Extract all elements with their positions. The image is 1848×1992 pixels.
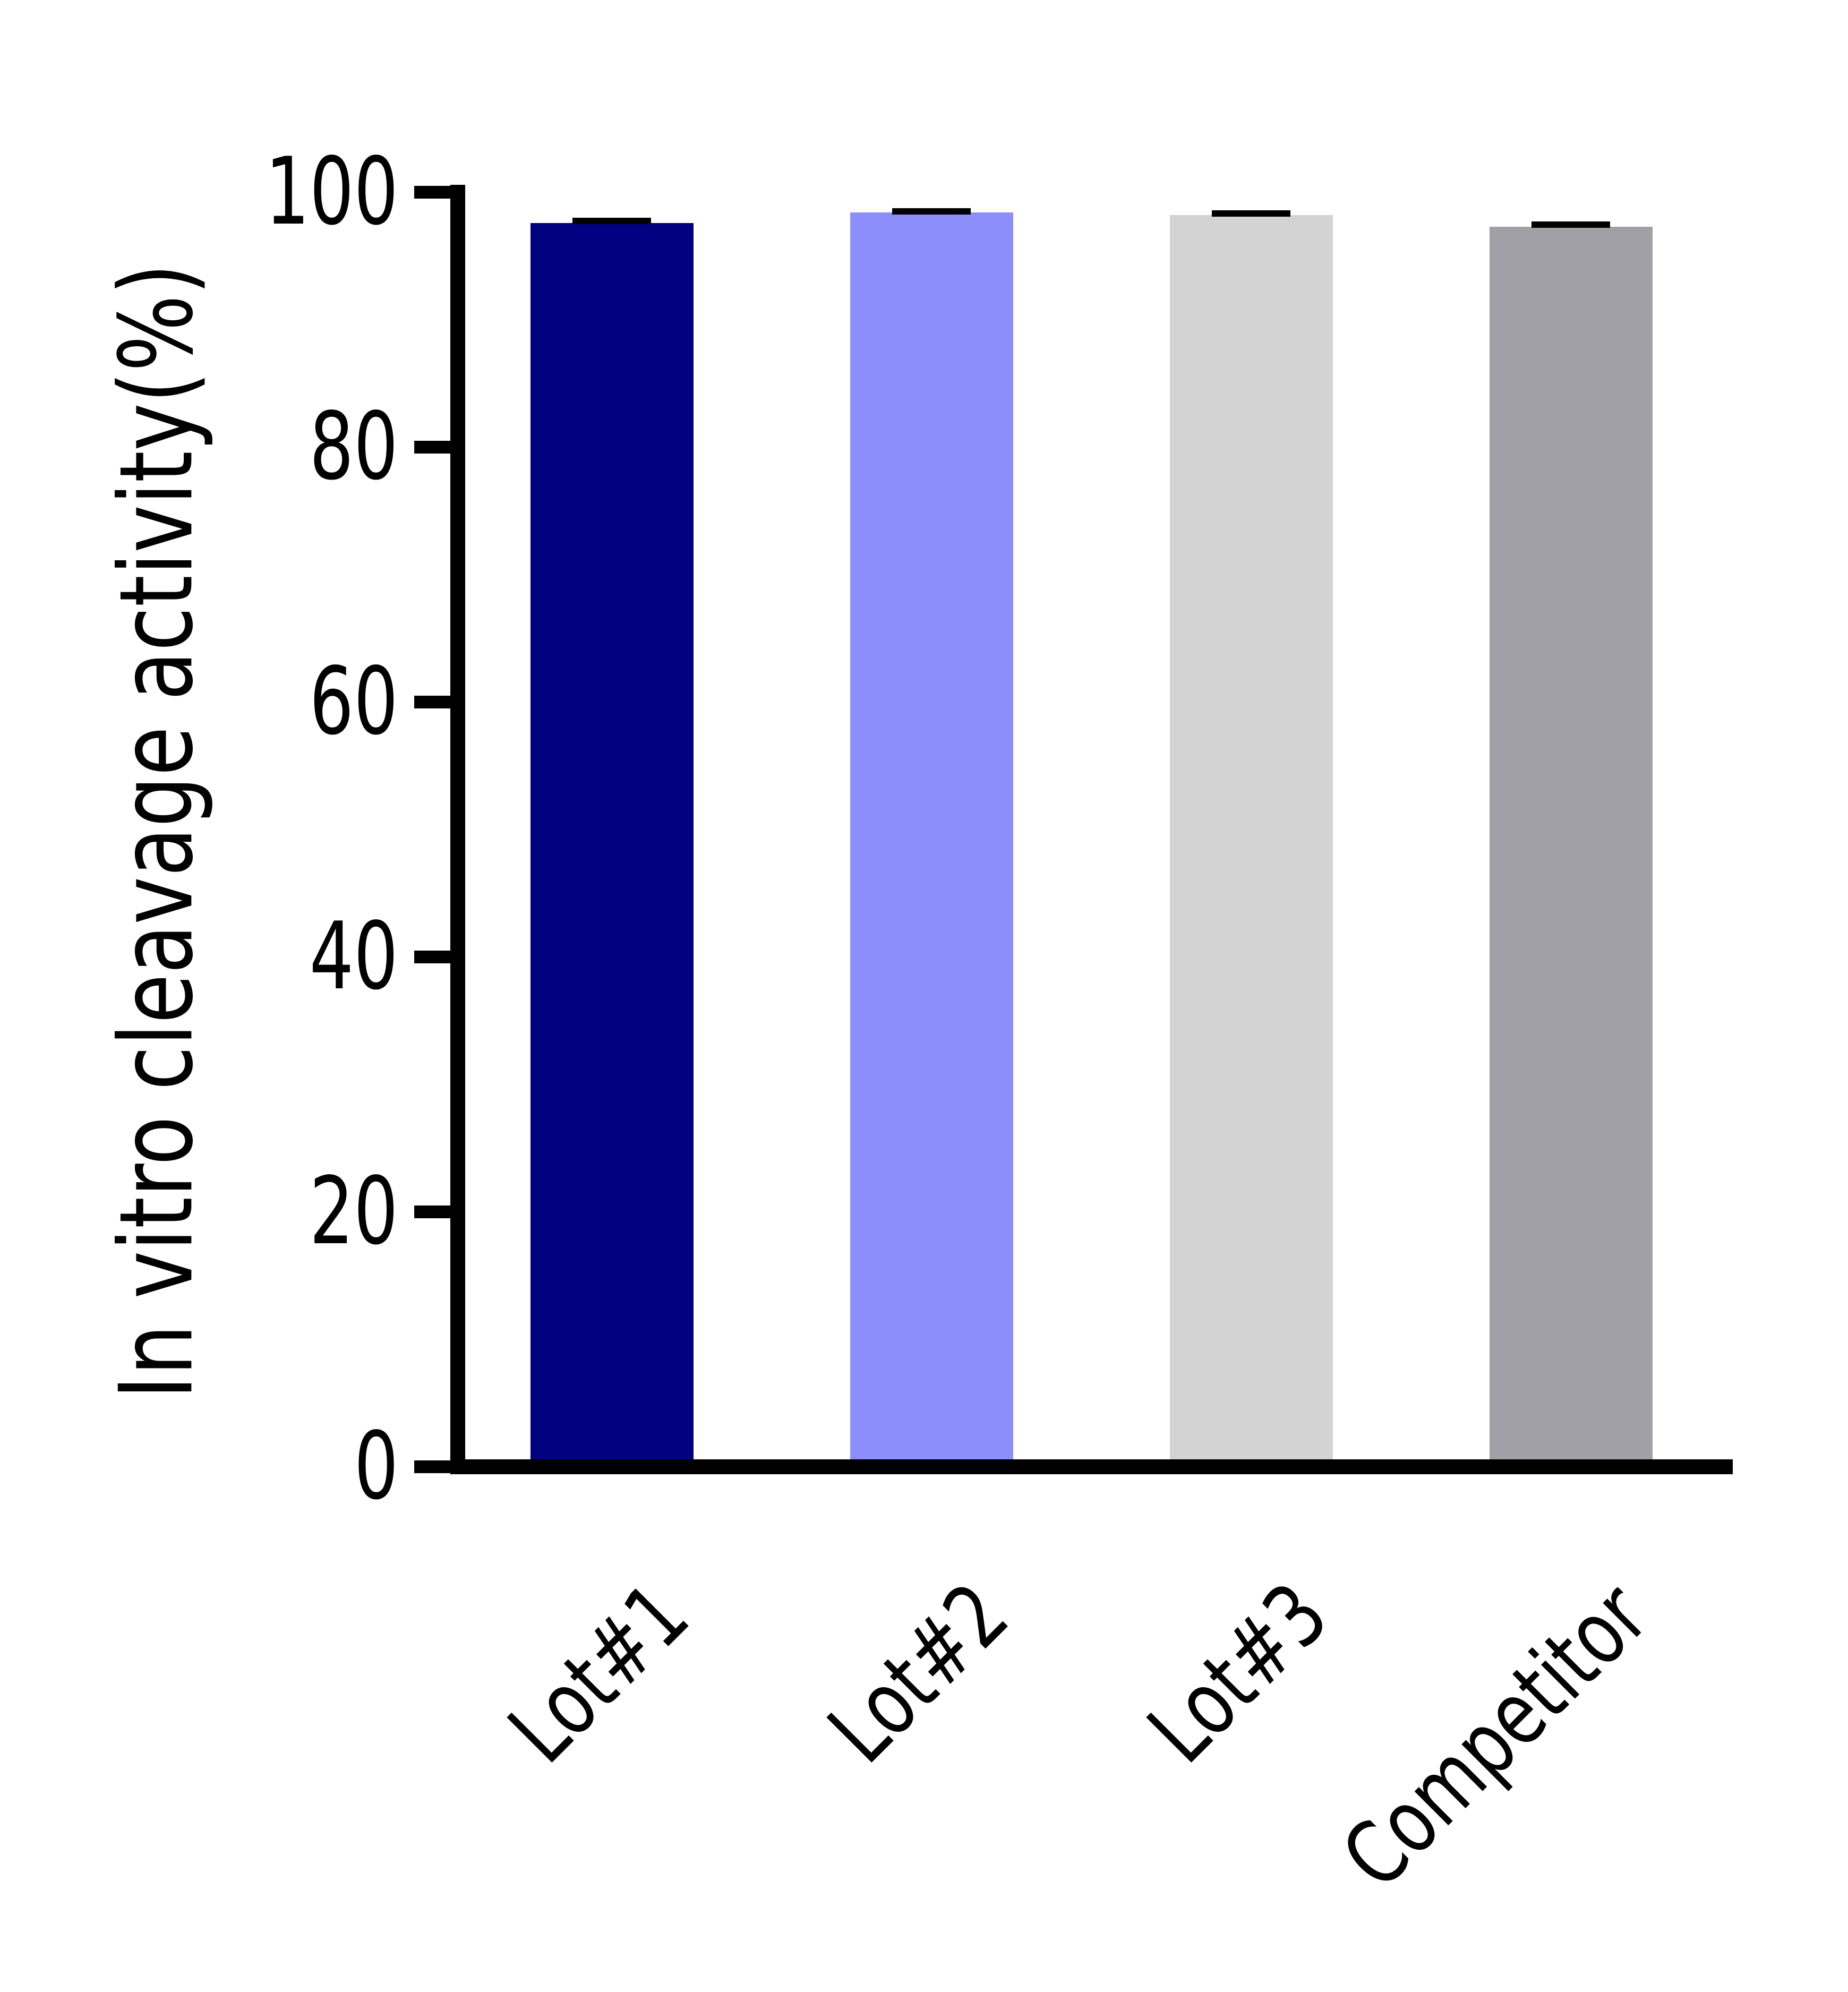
bar-lot3 bbox=[1169, 215, 1333, 1467]
y-tick-label-80: 80 bbox=[309, 393, 398, 501]
bar-competitor bbox=[1489, 226, 1653, 1467]
error-bar-cap-lot2 bbox=[892, 208, 971, 215]
x-axis-line bbox=[450, 1459, 1733, 1474]
error-bar-cap-competitor bbox=[1532, 221, 1610, 228]
y-tick-0 bbox=[414, 1460, 450, 1473]
y-axis-title: In vitro cleavage activity(%) bbox=[98, 263, 216, 1399]
y-tick-60 bbox=[414, 696, 450, 708]
error-bar-cap-lot1 bbox=[572, 218, 651, 224]
y-tick-40 bbox=[414, 951, 450, 963]
y-tick-100 bbox=[414, 186, 450, 199]
y-axis-title-container: In vitro cleavage activity(%) bbox=[80, 186, 234, 1476]
y-tick-80 bbox=[414, 441, 450, 454]
y-tick-label-60: 60 bbox=[309, 648, 398, 756]
x-axis-label-competitor: Competitor bbox=[1323, 1564, 1667, 1908]
y-tick-label-20: 20 bbox=[309, 1158, 398, 1266]
x-axis-label-lot1: Lot#1 bbox=[490, 1564, 708, 1782]
error-bar-cap-lot3 bbox=[1212, 210, 1290, 217]
y-tick-label-100: 100 bbox=[265, 138, 398, 246]
y-tick-20 bbox=[414, 1206, 450, 1218]
x-axis-label-lot2: Lot#2 bbox=[809, 1564, 1028, 1782]
y-axis-line bbox=[450, 185, 465, 1474]
y-tick-label-40: 40 bbox=[309, 903, 398, 1011]
bar-lot1 bbox=[530, 223, 694, 1467]
y-tick-label-0: 0 bbox=[354, 1413, 398, 1520]
bar-lot2 bbox=[850, 212, 1013, 1467]
x-axis-label-lot3: Lot#3 bbox=[1129, 1564, 1347, 1782]
